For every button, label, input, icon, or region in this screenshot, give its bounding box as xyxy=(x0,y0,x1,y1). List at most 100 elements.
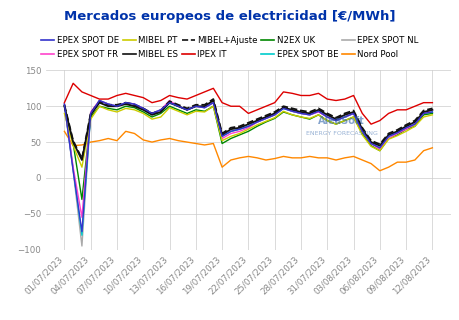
IPEX IT xyxy=(193,93,198,97)
IPEX IT xyxy=(350,93,356,97)
EPEX SPOT FR xyxy=(429,108,434,112)
N2EX UK xyxy=(105,107,111,110)
EPEX SPOT DE xyxy=(167,101,172,105)
MIBEL PT xyxy=(158,115,163,119)
EPEX SPOT BE xyxy=(193,104,198,108)
EPEX SPOT FR xyxy=(420,111,425,115)
MIBEL ES xyxy=(403,124,408,128)
IPEX IT xyxy=(429,101,434,105)
N2EX UK xyxy=(158,111,163,115)
MIBEL+Ajuste xyxy=(131,103,137,107)
EPEX SPOT FR xyxy=(140,107,146,110)
MIBEL PT xyxy=(420,115,425,119)
EPEX SPOT DE xyxy=(254,120,259,124)
EPEX SPOT BE xyxy=(140,107,146,110)
MIBEL PT xyxy=(411,124,417,128)
MIBEL+Ajuste xyxy=(376,142,382,146)
MIBEL ES xyxy=(245,122,251,126)
MIBEL+Ajuste xyxy=(350,108,356,112)
N2EX UK xyxy=(403,127,408,131)
EPEX SPOT NL xyxy=(420,111,425,115)
EPEX SPOT BE xyxy=(88,111,93,115)
MIBEL+Ajuste xyxy=(149,111,154,115)
MIBEL PT xyxy=(394,134,399,138)
EPEX SPOT DE xyxy=(88,111,93,115)
EPEX SPOT NL xyxy=(254,120,259,124)
IPEX IT xyxy=(88,93,93,97)
MIBEL+Ajuste xyxy=(315,107,320,110)
IPEX IT xyxy=(210,86,216,90)
MIBEL ES xyxy=(350,110,356,114)
EPEX SPOT NL xyxy=(88,111,93,115)
MIBEL ES xyxy=(236,126,242,130)
EPEX SPOT FR xyxy=(254,120,259,124)
Nord Pool xyxy=(289,156,294,160)
MIBEL ES xyxy=(131,104,137,108)
MIBEL PT xyxy=(184,113,190,117)
Nord Pool xyxy=(158,138,163,142)
MIBEL+Ajuste xyxy=(297,108,303,112)
EPEX SPOT FR xyxy=(236,129,242,133)
EPEX SPOT DE xyxy=(385,134,391,138)
EPEX SPOT NL xyxy=(219,134,224,138)
MIBEL PT xyxy=(88,117,93,121)
EPEX SPOT DE xyxy=(341,115,347,119)
EPEX SPOT NL xyxy=(359,129,364,133)
MIBEL+Ajuste xyxy=(219,132,224,135)
N2EX UK xyxy=(306,117,312,121)
MIBEL+Ajuste xyxy=(175,103,181,107)
EPEX SPOT NL xyxy=(184,108,190,112)
IPEX IT xyxy=(254,108,259,112)
MIBEL PT xyxy=(228,134,233,138)
N2EX UK xyxy=(114,108,119,112)
N2EX UK xyxy=(149,115,154,119)
Nord Pool xyxy=(88,140,93,144)
EPEX SPOT BE xyxy=(114,104,119,108)
MIBEL PT xyxy=(341,119,347,123)
EPEX SPOT NL xyxy=(79,244,84,248)
EPEX SPOT DE xyxy=(376,146,382,150)
Nord Pool xyxy=(271,157,277,161)
N2EX UK xyxy=(193,108,198,112)
Text: ENERGY FORECASTING: ENERGY FORECASTING xyxy=(305,131,377,136)
Line: Nord Pool: Nord Pool xyxy=(64,131,431,171)
N2EX UK xyxy=(210,104,216,108)
EPEX SPOT DE xyxy=(368,141,373,145)
MIBEL+Ajuste xyxy=(411,119,417,123)
MIBEL PT xyxy=(193,109,198,113)
MIBEL PT xyxy=(280,109,285,113)
Nord Pool xyxy=(236,156,242,160)
EPEX SPOT BE xyxy=(332,119,338,123)
MIBEL+Ajuste xyxy=(184,107,190,110)
EPEX SPOT BE xyxy=(167,101,172,105)
N2EX UK xyxy=(123,104,128,108)
MIBEL ES xyxy=(219,133,224,137)
EPEX SPOT FR xyxy=(193,104,198,108)
MIBEL PT xyxy=(332,122,338,126)
EPEX SPOT BE xyxy=(79,233,84,237)
EPEX SPOT BE xyxy=(210,101,216,105)
EPEX SPOT NL xyxy=(403,126,408,130)
MIBEL PT xyxy=(70,144,76,148)
EPEX SPOT DE xyxy=(123,101,128,105)
EPEX SPOT FR xyxy=(149,111,154,115)
EPEX SPOT BE xyxy=(297,111,303,115)
MIBEL PT xyxy=(140,111,146,115)
IPEX IT xyxy=(376,119,382,123)
IPEX IT xyxy=(105,97,111,101)
MIBEL PT xyxy=(114,110,119,114)
MIBEL ES xyxy=(114,104,119,108)
MIBEL ES xyxy=(271,111,277,115)
EPEX SPOT BE xyxy=(368,141,373,145)
N2EX UK xyxy=(184,111,190,115)
EPEX SPOT NL xyxy=(245,124,251,128)
MIBEL+Ajuste xyxy=(202,103,207,107)
EPEX SPOT FR xyxy=(79,215,84,219)
MIBEL PT xyxy=(315,113,320,117)
MIBEL ES xyxy=(263,115,268,119)
EPEX SPOT BE xyxy=(254,120,259,124)
MIBEL+Ajuste xyxy=(271,110,277,114)
Nord Pool xyxy=(376,169,382,173)
IPEX IT xyxy=(70,81,76,85)
EPEX SPOT DE xyxy=(149,111,154,115)
